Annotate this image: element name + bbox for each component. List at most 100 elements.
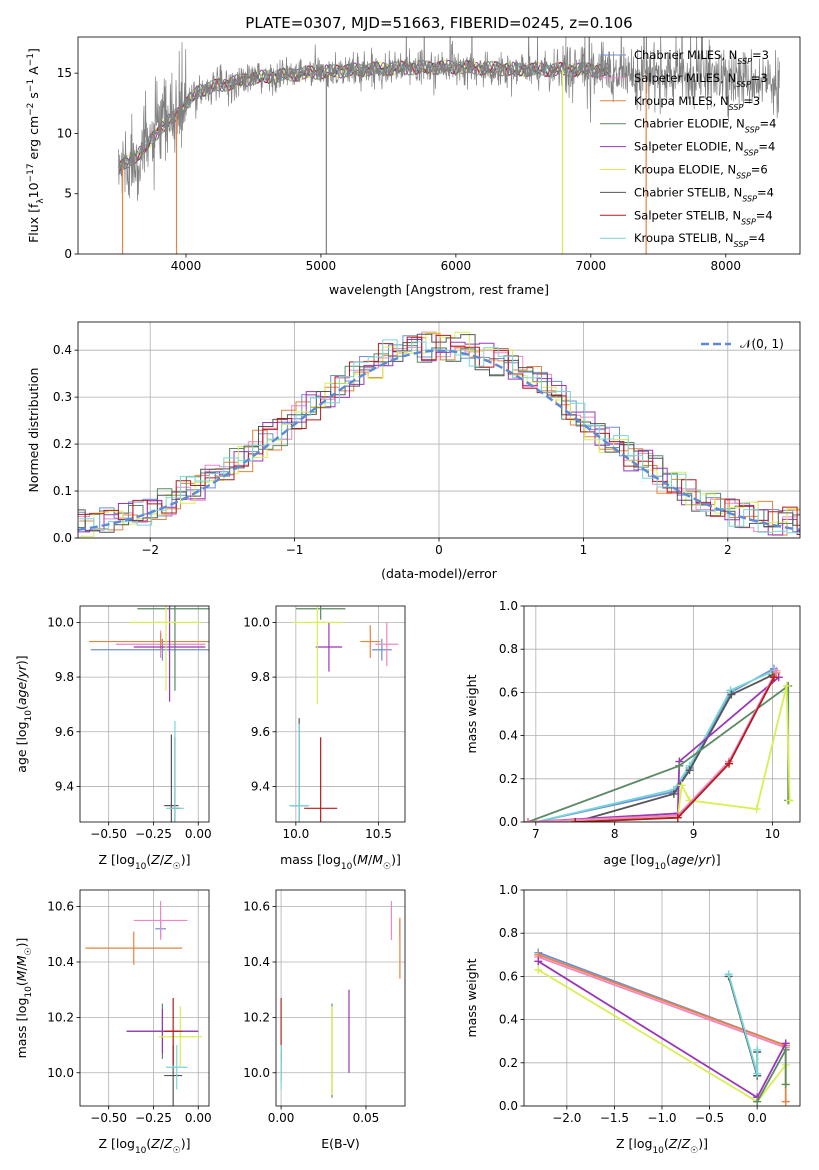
panel-7: −2.0 −1.5 −1.0 −0.5 0.0 0.0 0.2 0.4 0.6 0.8 1.0 Z [… [464,883,801,1156]
label-part: 10 [24,986,34,998]
label-part: 10 [652,1146,664,1156]
label-part: −17 [26,163,36,182]
label-part: ( [666,852,671,867]
x-tick-label: 8 [611,827,619,841]
legend-label: Kroupa ELODIE, NSSP=6 [634,163,768,181]
y-tick-label: 0.6 [499,969,518,983]
weight-marker [534,965,543,974]
label-part: )] [698,1136,708,1151]
axes-frame [79,889,210,1107]
legend-label: Kroupa MILES, NSSP=3 [634,94,760,112]
label-part: / [677,1136,682,1151]
y-tick-label: 0.2 [499,772,518,786]
y-tick-label: 9.4 [55,779,74,793]
y-tick-label: 1.0 [499,883,518,897]
weight-marker [726,686,735,695]
x-tick-label: 0.00 [185,1111,212,1125]
x-axis-label: Z [log10(Z/Z☉)] [616,1136,708,1156]
weight-marker [685,766,694,775]
y-tick-label: 10.0 [243,1066,270,1080]
label-part: A [26,66,41,79]
y-tick-label: 0.4 [53,343,72,357]
y-tick-label: 0.0 [499,815,518,829]
x-tick-label: 1 [580,543,588,557]
legend-label: Chabrier MILES, NSSP=3 [634,48,769,66]
label-part: M [372,852,383,867]
x-tick-label: 0.05 [353,1111,380,1125]
histogram-step-line [79,333,800,536]
label-part: −1 [26,53,36,66]
legend-label: Salpeter ELODIE, NSSP=4 [634,140,775,158]
plot-area [524,664,794,822]
observed-spectrum-line [118,37,780,201]
weight-marker [781,1045,790,1054]
y-tick-label: 9.6 [55,725,74,739]
label-part: / [14,677,29,682]
label-part: Flux [f [26,203,41,243]
label-part: / [368,852,373,867]
x-axis-label: mass [log10(M/M☉)] [280,852,401,872]
weight-marker [753,1069,762,1078]
label-part: )] [14,938,29,948]
weight-line [575,676,775,822]
legend-suffix: =4 [757,185,774,199]
y-tick-label: 0.0 [499,1099,518,1113]
legend-text: Salpeter MILES, N [634,71,736,85]
y-axis-label: Flux [fλ10−17 erg cm−2 s−1 A−1] [26,48,46,243]
y-tick-label: 0.4 [499,729,518,743]
label-part: Z [log [616,1136,652,1151]
x-tick-label: −1 [286,543,304,557]
y-axis-label: mass weight [464,958,479,1037]
x-tick-label: 10.5 [365,827,392,841]
label-part: yr [14,664,29,678]
legend-text: Salpeter STELIB, N [634,208,741,222]
label-part: ( [14,705,29,710]
label-part: ( [352,852,357,867]
y-tick-label: 5 [64,187,72,201]
label-part: )] [14,655,29,665]
legend-text: Kroupa MILES, N [634,94,729,108]
x-tick-label: −0.5 [695,1111,724,1125]
x-tick-label: 10 [765,827,780,841]
label-part: 10 [341,862,353,872]
axes-frame [275,605,406,823]
y-tick-label: 10.0 [47,615,74,629]
legend-sub: SSP [734,240,749,249]
weight-marker [727,690,736,699]
y-tick-label: 0.6 [499,685,518,699]
x-tick-label: 10.0 [282,827,309,841]
y-tick-label: 9.8 [55,670,74,684]
legend-sub: SSP [744,148,759,157]
weight-line [527,676,780,822]
weight-line [727,973,759,1074]
y-tick-label: 0 [64,247,72,261]
histogram-step-line [78,333,800,533]
label-part: Z [150,852,160,867]
label-part: Z [163,852,173,867]
label-part: / [160,1136,165,1151]
weight-marker [782,681,791,690]
legend-sub: SSP [742,194,757,203]
label-part: )] [711,852,721,867]
weight-line [756,1049,787,1103]
label-part: Z [log [98,852,134,867]
label-part: M [14,970,29,981]
weight-marker [752,805,761,814]
x-tick-label: −2 [141,543,159,557]
x-tick-label: −1.5 [600,1111,629,1125]
x-tick-label: 0.00 [185,827,212,841]
legend-suffix: =4 [758,140,775,154]
x-tick-label: 6000 [441,259,472,273]
label-part: ] [26,48,41,53]
legend-sub: SSP [741,217,756,226]
x-axis-label: wavelength [Angstrom, rest frame] [329,282,549,297]
weight-line [527,670,778,822]
label-part: age [671,852,695,867]
label-part: age [14,682,29,706]
label-part: Z [163,1136,173,1151]
y-tick-label: 9.8 [251,670,270,684]
y-axis-label: Normed distribution [26,368,41,493]
legend-suffix: =3 [752,48,769,62]
